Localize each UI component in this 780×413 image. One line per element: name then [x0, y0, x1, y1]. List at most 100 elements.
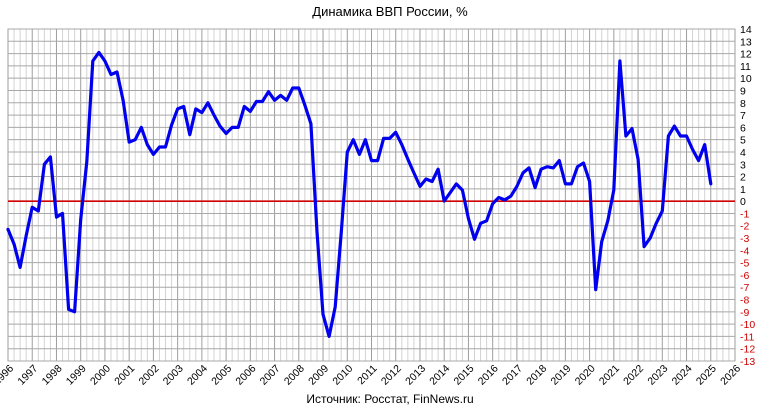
data-point: [261, 100, 264, 103]
data-point: [225, 132, 228, 135]
data-point: [104, 60, 106, 62]
x-tick-label: 2019: [548, 363, 573, 388]
data-point: [594, 288, 597, 291]
y-tick-label: -11: [740, 331, 755, 343]
x-tick-label: 2006: [233, 363, 258, 388]
data-point: [546, 165, 549, 168]
data-point: [25, 234, 28, 237]
y-tick-label: -7: [740, 282, 749, 294]
data-point: [564, 183, 567, 185]
x-tick-label: 2024: [670, 363, 695, 388]
data-point: [110, 73, 112, 76]
x-tick-label: 2015: [452, 363, 477, 388]
data-point: [279, 94, 282, 97]
y-tick-label: -13: [740, 356, 755, 368]
data-point: [479, 222, 482, 225]
y-tick-label: 3: [740, 159, 746, 171]
y-tick-label: 12: [740, 49, 752, 61]
data-point: [170, 124, 173, 126]
data-point: [661, 210, 664, 212]
y-tick-label: -2: [740, 221, 749, 233]
y-tick-label: -1: [740, 208, 749, 220]
data-point: [558, 159, 561, 162]
x-tick-label: 2012: [379, 363, 404, 388]
data-point: [122, 99, 125, 102]
y-tick-label: 14: [740, 24, 752, 36]
data-point: [358, 153, 361, 156]
data-point: [134, 138, 137, 141]
data-point: [467, 217, 470, 220]
x-tick-label: 2007: [258, 363, 283, 388]
y-tick-label: 13: [740, 36, 752, 48]
data-point: [413, 171, 415, 174]
data-point: [91, 60, 94, 62]
data-point: [79, 218, 82, 221]
data-point: [618, 60, 621, 62]
series-group: [6, 50, 713, 338]
data-point: [516, 185, 518, 188]
y-tick-label: 6: [740, 122, 746, 134]
x-tick-label: 2018: [524, 363, 549, 388]
data-point: [443, 200, 446, 203]
data-point: [61, 212, 64, 215]
data-point: [97, 51, 100, 54]
y-tick-label: 10: [740, 73, 752, 85]
data-point: [43, 163, 46, 166]
data-point: [194, 108, 197, 110]
y-tick-label: 7: [740, 110, 746, 122]
data-point: [491, 202, 494, 205]
data-point: [419, 185, 421, 188]
data-point: [146, 143, 149, 146]
data-point: [19, 266, 22, 269]
x-tick-label: 2009: [306, 363, 331, 388]
data-point: [691, 148, 694, 151]
y-tick-label: 9: [740, 85, 746, 97]
data-point: [673, 125, 676, 128]
data-point: [400, 143, 403, 146]
data-point: [237, 126, 240, 129]
data-point: [534, 186, 536, 189]
data-point: [376, 159, 379, 162]
x-tick-label: 1998: [40, 363, 65, 388]
data-point: [382, 137, 385, 140]
data-point: [55, 216, 58, 219]
data-point: [273, 99, 276, 102]
data-point: [631, 127, 633, 130]
data-point: [291, 87, 294, 89]
data-point: [128, 141, 131, 144]
data-point: [612, 189, 615, 191]
data-point: [334, 305, 337, 308]
data-point: [140, 126, 143, 129]
y-tick-label: -10: [740, 319, 755, 331]
data-point: [188, 133, 191, 136]
data-point: [249, 110, 252, 113]
x-tick-label: 2016: [476, 363, 501, 388]
data-point: [37, 210, 40, 212]
data-point: [346, 151, 349, 153]
y-tick-label: 2: [740, 172, 746, 184]
data-point: [31, 206, 34, 209]
x-tick-label: 2001: [112, 363, 137, 388]
y-tick-label: -4: [740, 245, 749, 257]
data-point: [303, 104, 306, 107]
x-tick-label: 2005: [209, 363, 234, 388]
chart-title: Динамика ВВП России, %: [312, 4, 468, 19]
data-point: [449, 191, 452, 194]
data-point: [200, 111, 203, 114]
y-tick-label: -9: [740, 307, 749, 319]
data-point: [582, 162, 585, 164]
x-tick-label: 2008: [282, 363, 307, 388]
data-point: [703, 143, 706, 146]
data-point: [207, 101, 209, 104]
data-point: [340, 232, 343, 235]
data-point: [570, 183, 573, 185]
x-tick-label: 2023: [645, 363, 670, 388]
data-point: [522, 171, 524, 174]
x-tick-label: 1996: [0, 363, 16, 388]
y-tick-label: 1: [740, 184, 746, 196]
data-point: [649, 237, 652, 239]
data-point: [455, 183, 458, 185]
data-point: [503, 199, 506, 201]
data-point: [158, 146, 161, 148]
data-point: [473, 238, 476, 241]
